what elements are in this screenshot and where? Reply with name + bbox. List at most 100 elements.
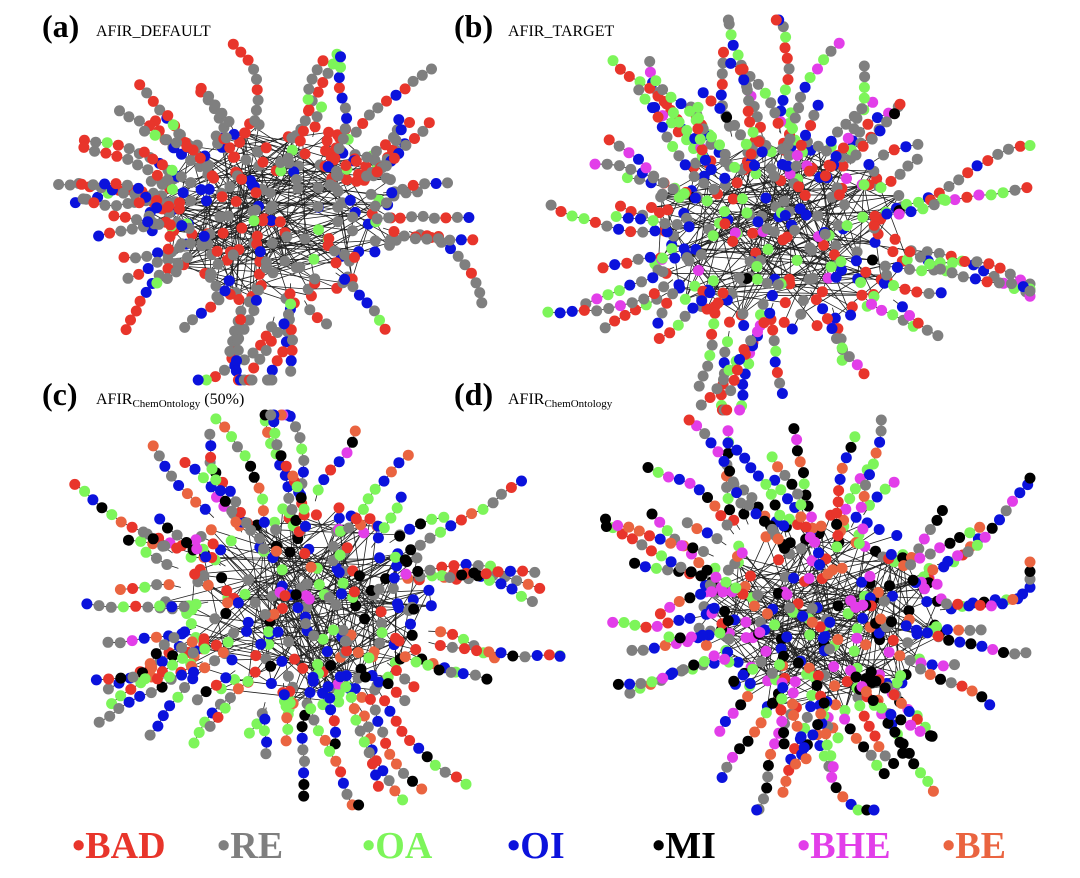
- node: [885, 549, 897, 560]
- node: [333, 72, 345, 83]
- node: [740, 632, 752, 644]
- node: [89, 145, 101, 157]
- node: [321, 646, 333, 657]
- node: [303, 83, 315, 95]
- node: [806, 689, 818, 701]
- node: [232, 344, 244, 356]
- node: [250, 650, 262, 662]
- edge: [706, 554, 904, 646]
- node: [511, 575, 523, 587]
- node: [545, 199, 557, 211]
- node: [636, 539, 648, 551]
- node: [629, 619, 641, 631]
- node: [283, 636, 295, 648]
- node: [252, 94, 264, 106]
- node: [844, 493, 856, 505]
- node: [435, 526, 446, 538]
- edge: [660, 196, 725, 212]
- node: [229, 674, 241, 686]
- node: [147, 440, 159, 452]
- node: [173, 480, 185, 491]
- node: [227, 38, 239, 50]
- node: [749, 160, 760, 171]
- node: [722, 14, 734, 26]
- node: [927, 785, 939, 797]
- node: [822, 272, 834, 284]
- node: [648, 288, 660, 300]
- node: [495, 488, 507, 500]
- node: [375, 606, 387, 618]
- node: [742, 691, 754, 702]
- node: [222, 210, 234, 222]
- node: [935, 287, 947, 299]
- node: [801, 711, 813, 723]
- node: [971, 160, 983, 172]
- node: [709, 500, 721, 512]
- node: [894, 168, 906, 180]
- node: [931, 578, 943, 590]
- node: [382, 678, 394, 690]
- node: [769, 107, 781, 119]
- node: [621, 257, 633, 269]
- node: [130, 252, 141, 264]
- node: [870, 545, 881, 557]
- node: [904, 310, 915, 321]
- node: [108, 210, 120, 222]
- node: [272, 626, 284, 638]
- node: [729, 119, 741, 131]
- node: [205, 451, 217, 463]
- node: [207, 538, 219, 550]
- node: [390, 632, 401, 644]
- node: [470, 277, 482, 289]
- node: [188, 666, 199, 678]
- node: [492, 566, 504, 578]
- node: [836, 462, 848, 474]
- node: [862, 118, 874, 130]
- node: [384, 174, 396, 186]
- node: [899, 283, 911, 295]
- node: [301, 578, 313, 590]
- node: [151, 277, 163, 289]
- node: [851, 112, 863, 124]
- node: [398, 767, 409, 779]
- node: [241, 625, 253, 637]
- node: [387, 583, 399, 594]
- node: [426, 513, 438, 525]
- node: [254, 246, 266, 258]
- node: [722, 564, 734, 576]
- node: [889, 726, 901, 738]
- node: [340, 681, 352, 693]
- node: [156, 681, 168, 693]
- node: [221, 585, 233, 597]
- node: [1024, 472, 1036, 484]
- node: [351, 175, 363, 187]
- node: [163, 200, 175, 212]
- node: [700, 639, 712, 651]
- node: [824, 616, 836, 628]
- node: [804, 531, 816, 543]
- node: [657, 177, 669, 189]
- node: [640, 162, 652, 174]
- node: [702, 360, 714, 372]
- node: [265, 215, 277, 226]
- node: [199, 643, 211, 655]
- node: [408, 603, 420, 615]
- node: [589, 216, 601, 228]
- node: [626, 644, 638, 656]
- edge: [235, 171, 332, 180]
- node: [369, 200, 381, 212]
- node: [205, 524, 217, 536]
- node: [93, 600, 105, 612]
- node: [762, 771, 774, 783]
- node: [139, 125, 150, 137]
- node: [714, 139, 725, 151]
- node: [198, 230, 210, 242]
- node: [851, 623, 863, 635]
- node: [941, 598, 952, 610]
- node: [306, 73, 318, 85]
- node: [216, 572, 228, 584]
- edge: [212, 543, 324, 673]
- node: [1024, 573, 1036, 585]
- node: [751, 804, 763, 816]
- node: [372, 780, 384, 792]
